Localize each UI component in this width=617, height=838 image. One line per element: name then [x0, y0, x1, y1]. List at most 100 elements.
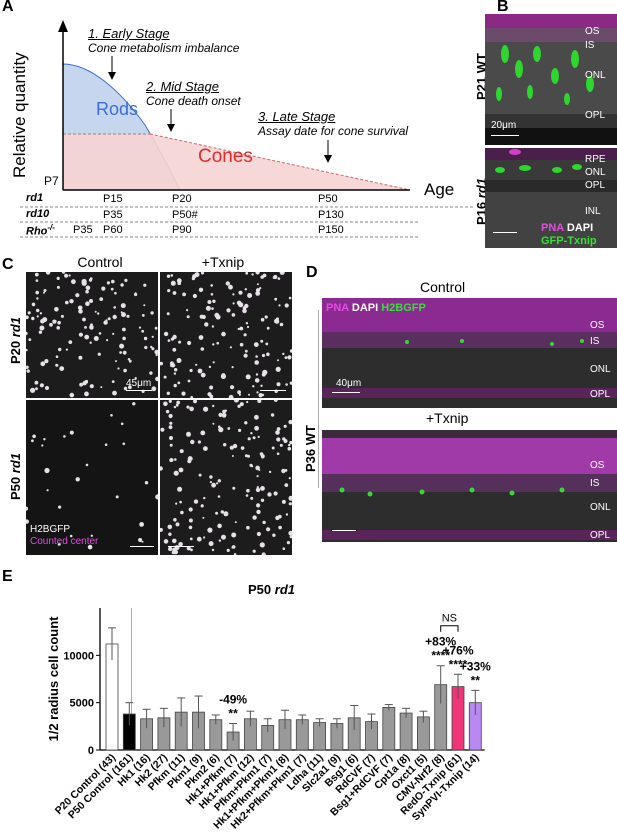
- arrowhead-1: [108, 72, 116, 80]
- nucleus-dot: [45, 272, 51, 275]
- e-bar: [382, 706, 396, 751]
- nucleus-dot: [89, 341, 92, 344]
- nucleus-dot: [134, 377, 137, 380]
- nucleus-dot: [275, 430, 280, 435]
- y-arrowhead: [58, 20, 68, 32]
- b-top-layer-os: OS: [585, 26, 600, 37]
- rd10-p35: P35: [103, 209, 123, 221]
- nucleus-dot: [167, 289, 171, 293]
- rho-p90: P90: [172, 224, 192, 236]
- nucleus-dot: [144, 481, 149, 485]
- nucleus-dot: [163, 331, 169, 337]
- nucleus-dot: [285, 383, 288, 386]
- nucleus-dot: [172, 347, 177, 352]
- nucleus-dot: [182, 292, 186, 297]
- nucleus-dot: [123, 386, 128, 391]
- nucleus-dot: [284, 356, 288, 359]
- nucleus-dot: [244, 303, 249, 309]
- nucleus-dot: [28, 338, 32, 341]
- nucleus-dot: [288, 502, 292, 506]
- nucleus-dot: [194, 272, 200, 278]
- nucleus-dot: [275, 366, 281, 372]
- e-ns-bracket: [440, 625, 459, 632]
- nucleus-dot: [260, 384, 263, 387]
- nucleus-dot: [35, 387, 38, 391]
- nucleus-dot: [173, 470, 179, 476]
- nucleus-dot: [168, 425, 173, 430]
- nucleus-dot: [85, 379, 88, 383]
- nucleus-dot: [250, 496, 254, 500]
- d-txnip-title: +Txnip: [426, 410, 469, 426]
- nucleus-dot: [114, 291, 117, 295]
- rd1-p15: P15: [103, 193, 123, 205]
- nucleus-dot: [160, 527, 163, 532]
- nucleus-dot: [160, 466, 163, 471]
- nucleus-dot: [234, 521, 237, 524]
- nucleus-dot: [44, 467, 50, 474]
- nucleus-dot: [167, 524, 173, 530]
- nucleus-dot: [69, 299, 74, 304]
- nucleus-dot: [207, 392, 212, 397]
- nucleus-dot: [246, 325, 250, 329]
- nucleus-dot: [214, 312, 220, 318]
- nucleus-dot: [189, 406, 194, 412]
- nucleus-dot: [288, 443, 291, 447]
- nucleus-dot: [46, 489, 49, 492]
- nucleus-dot: [177, 381, 181, 385]
- nucleus-dot: [256, 475, 259, 478]
- nucleus-dot: [166, 312, 170, 316]
- nucleus-dot: [56, 326, 60, 330]
- nucleus-dot: [122, 350, 127, 355]
- nucleus-dot: [266, 527, 271, 532]
- nucleus-dot: [166, 391, 170, 395]
- e-bar: [313, 722, 327, 751]
- nucleus-dot: [82, 317, 86, 322]
- nucleus-dot: [255, 373, 259, 376]
- nucleus-dot: [122, 336, 126, 341]
- e-annotation: ****: [431, 649, 450, 663]
- nucleus-dot: [200, 504, 204, 508]
- nucleus-dot: [168, 532, 172, 536]
- nucleus-dot: [195, 363, 198, 366]
- nucleus-dot: [54, 307, 59, 312]
- nucleus-dot: [238, 290, 243, 295]
- nucleus-dot: [177, 486, 183, 492]
- nucleus-dot: [43, 438, 46, 441]
- panel-label-a: A: [2, 0, 14, 15]
- panel-a-ylabel: Relative quantity: [10, 52, 29, 178]
- nucleus-dot: [274, 390, 278, 393]
- nucleus-dot: [245, 374, 251, 380]
- nucleus-dot: [55, 363, 59, 367]
- nucleus-dot: [203, 536, 206, 539]
- nucleus-dot: [89, 325, 94, 330]
- e-annotation: ****: [449, 657, 468, 671]
- nucleus-dot: [34, 380, 39, 385]
- nucleus-dot: [278, 525, 282, 530]
- c-row2-label: P50 rd1: [8, 453, 23, 500]
- rho-p35: P35: [73, 224, 93, 236]
- nucleus-dot: [221, 412, 227, 418]
- nucleus-dot: [237, 327, 240, 331]
- cones-dash-2: [149, 133, 411, 191]
- e-title-p50: P50: [248, 582, 272, 597]
- nucleus-dot: [186, 405, 190, 409]
- e-ytick-label: 10000: [63, 650, 94, 662]
- stage2-title: 2. Mid Stage: [146, 79, 219, 94]
- e-ns-label: NS: [442, 613, 457, 625]
- b-bottom-scalebar: [493, 232, 517, 233]
- nucleus-dot: [212, 343, 215, 346]
- nucleus-dot: [65, 300, 69, 305]
- nucleus-dot: [232, 293, 235, 296]
- nucleus-dot: [150, 345, 153, 349]
- nucleus-dot: [85, 463, 89, 467]
- nucleus-dot: [141, 314, 145, 317]
- nucleus-dot: [247, 293, 253, 298]
- nucleus-dot: [218, 539, 222, 542]
- nucleus-dot: [163, 375, 167, 379]
- nucleus-dot: [212, 361, 215, 364]
- nucleus-dot: [173, 372, 177, 375]
- nucleus-dot: [251, 465, 254, 468]
- nucleus-dot: [38, 330, 43, 334]
- nucleus-dot: [255, 291, 261, 296]
- nucleus-dot: [179, 500, 182, 504]
